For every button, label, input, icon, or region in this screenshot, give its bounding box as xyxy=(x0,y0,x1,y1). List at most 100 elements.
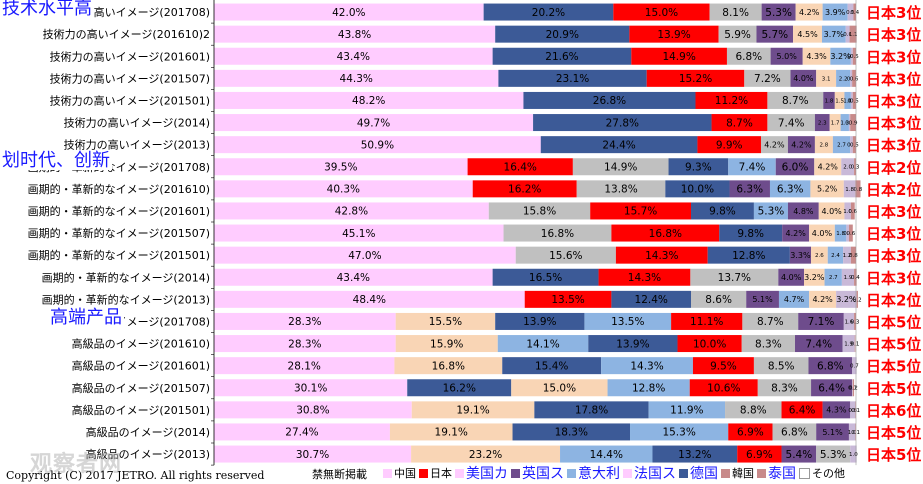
legend-label: その他 xyxy=(812,467,845,480)
data-label: 14.4% xyxy=(590,449,623,461)
bar-segment xyxy=(611,224,720,242)
legend-item: 意大利 xyxy=(567,463,620,483)
data-label: 3.2% xyxy=(836,295,857,304)
data-label: 14.3% xyxy=(628,272,661,284)
legend-item: 韓国 xyxy=(721,465,754,481)
data-label: 6.4% xyxy=(789,405,816,417)
bar-segment xyxy=(711,114,768,132)
bar-segment xyxy=(811,246,828,264)
data-label: 28.1% xyxy=(288,360,321,372)
japan-rank-label: 日本3位 xyxy=(866,137,921,155)
data-label: 21.6% xyxy=(545,51,578,63)
data-label: 0.4 xyxy=(847,143,856,149)
data-label: 2.4 xyxy=(831,253,840,259)
data-label: 0.4 xyxy=(851,275,860,281)
japan-rank-label: 日本6位 xyxy=(866,402,921,420)
bar-segment xyxy=(855,423,856,441)
bar-segment xyxy=(810,180,844,198)
bar-row: 画期的・革新的なイメージ(2013) 48.4% 13.5% 12.4% 8.6% 5.1… xyxy=(42,290,921,311)
data-label: 4.7% xyxy=(784,295,805,304)
data-label: 24.4% xyxy=(602,139,635,151)
bar-segment xyxy=(795,335,843,353)
japan-rank-label: 日本5位 xyxy=(866,358,921,376)
japan-rank-label: 日本3位 xyxy=(866,4,921,22)
data-label: 39.5% xyxy=(324,162,357,174)
bar-segment xyxy=(497,335,589,353)
bar-segment xyxy=(814,114,830,132)
category-label: 画期的・革新的なイメージ(201601) xyxy=(28,204,210,218)
data-label: 16.2% xyxy=(508,184,541,196)
data-label: 4.0% xyxy=(812,229,833,238)
data-label: 20.2% xyxy=(532,7,565,19)
bar-segment xyxy=(843,246,851,264)
bar-segment xyxy=(844,202,851,220)
bar-segment xyxy=(576,180,666,198)
data-label: 0.3 xyxy=(847,76,856,82)
bar-segment xyxy=(849,25,857,43)
bar-segment xyxy=(855,180,861,198)
bar-segment xyxy=(840,114,849,132)
bar-segment xyxy=(407,379,512,397)
bar-segment xyxy=(850,445,857,463)
data-label: 5.1% xyxy=(822,428,843,437)
bar-segment xyxy=(214,25,496,43)
bar-segment xyxy=(214,136,541,154)
category-label: 技術力の高いイメージ(2013) xyxy=(64,138,210,152)
category-label: 画期的・革新的なイメージ(2013) xyxy=(42,292,210,306)
data-label: 1.2 xyxy=(843,253,852,259)
bar-segment xyxy=(853,3,856,21)
data-label: 4.2% xyxy=(791,141,812,150)
data-label: 15.9% xyxy=(430,338,463,350)
legend-label: 法国ス xyxy=(634,466,676,482)
bar-segment xyxy=(728,158,776,176)
japan-rank-label: 日本3位 xyxy=(866,247,921,265)
data-label: 1.7 xyxy=(831,121,840,127)
legend-label: 韓国 xyxy=(732,467,754,480)
data-label: 30.8% xyxy=(296,405,329,417)
bar-segment xyxy=(588,335,678,353)
category-label: 技術力の高いイメージ(201507) xyxy=(50,71,210,85)
data-label: 1.0 xyxy=(848,430,857,436)
bar-row: 技術力の高いイメージ(201507) 44.3% 23.1% 15.2% 7.2% 4.0… xyxy=(50,69,921,90)
bar-segment xyxy=(214,180,473,198)
bar-segment xyxy=(795,3,823,21)
data-label: 0.5 xyxy=(850,54,859,60)
data-label: 3.2% xyxy=(804,273,825,282)
data-label: 3.1 xyxy=(822,76,831,82)
watermark-text: 观察者网 xyxy=(30,452,123,477)
bar-segment xyxy=(855,401,856,419)
data-label: 1.0 xyxy=(843,209,852,215)
bar-segment xyxy=(844,91,851,109)
japan-rank-label: 日本5位 xyxy=(866,446,921,464)
data-label: 14.3% xyxy=(645,250,678,262)
data-label: 8.1% xyxy=(722,7,749,19)
data-label: 7.1% xyxy=(808,316,835,328)
data-label: 43.8% xyxy=(338,29,371,41)
data-label: 2.6 xyxy=(815,253,824,259)
data-label: 6.0% xyxy=(782,162,809,174)
bar-segment xyxy=(789,246,812,264)
legend-label: 美国カ xyxy=(466,466,508,482)
data-label: 17.8% xyxy=(575,405,608,417)
japan-rank-label: 日本3位 xyxy=(866,92,921,110)
bar-row: 高級品のイメージ(201507) 30.1% 16.2% 15.0% 12.8% 10.6… xyxy=(72,379,921,400)
japan-rank-label: 日本2位 xyxy=(866,291,921,309)
data-label: 9.9% xyxy=(716,139,743,151)
data-label: 15.3% xyxy=(662,427,695,439)
data-label: 0.8 xyxy=(854,187,863,193)
data-label: 0.3 xyxy=(851,165,860,171)
legend-label: 德国 xyxy=(690,466,718,482)
bar-segment xyxy=(495,25,630,43)
bar-segment xyxy=(757,379,812,397)
bar-segment xyxy=(534,401,649,419)
bar-segment xyxy=(787,136,815,154)
data-label: 43.4% xyxy=(337,272,370,284)
bar-segment xyxy=(850,202,855,220)
data-label: 4.3% xyxy=(806,52,827,61)
data-label: 14.3% xyxy=(630,360,663,372)
data-label: 0.2 xyxy=(849,386,858,392)
category-label: 高級品のイメージ(201507) xyxy=(72,381,210,395)
data-label: 13.5% xyxy=(611,316,644,328)
bar-segment xyxy=(584,312,672,330)
bar-segment xyxy=(852,379,855,397)
